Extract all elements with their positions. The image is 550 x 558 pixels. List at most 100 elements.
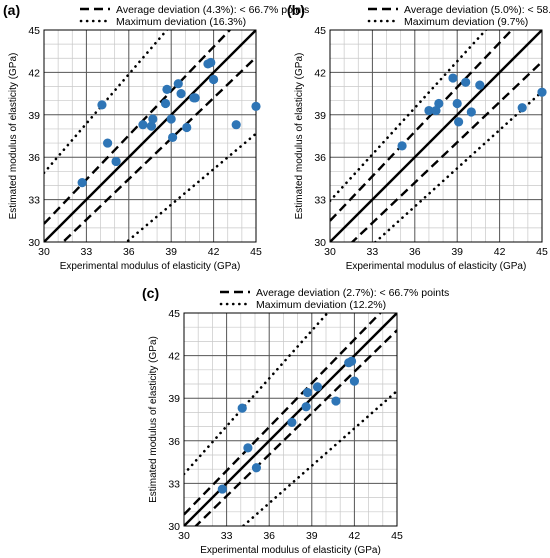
data-point xyxy=(466,107,476,117)
reference-lines xyxy=(184,313,397,526)
data-point xyxy=(111,156,121,167)
plot-frame xyxy=(329,29,543,243)
x-axis-label: Experimental modulus of elasticity (GPa) xyxy=(346,261,527,272)
reference-lines xyxy=(330,30,542,242)
data-point xyxy=(461,77,471,87)
data-point xyxy=(206,57,216,68)
identity-line xyxy=(44,30,256,242)
x-tick-label: 30 xyxy=(38,246,50,258)
data-point xyxy=(209,74,219,85)
legend-entry-maximum: Maximum deviation (9.7%) xyxy=(404,16,528,28)
x-tick-label: 45 xyxy=(250,246,262,258)
maximum-deviation-lower-line xyxy=(241,389,397,526)
data-point xyxy=(176,89,186,99)
y-axis-label: Estimated modulus of elasticity (GPa) xyxy=(148,336,159,503)
legend-entry-maximum: Maximum deviation (12.2%) xyxy=(256,299,386,311)
y-tick-label: 45 xyxy=(168,308,180,320)
y-tick-label: 30 xyxy=(314,237,326,249)
data-point xyxy=(162,84,172,94)
legend: Average deviation (2.7%): < 66.7% points… xyxy=(219,287,449,311)
x-tick-label: 36 xyxy=(123,246,135,258)
y-tick-label: 36 xyxy=(314,152,326,164)
x-tick-label: 42 xyxy=(349,530,361,542)
y-tick-label: 45 xyxy=(314,25,326,37)
data-point xyxy=(454,117,464,127)
legend-entry-average: Average deviation (2.7%): < 66.7% points xyxy=(256,287,449,299)
data-point xyxy=(397,141,407,151)
y-tick-label: 30 xyxy=(168,521,180,533)
y-tick-label: 42 xyxy=(314,67,326,79)
reference-lines xyxy=(44,30,256,242)
data-point xyxy=(166,114,176,124)
y-tick-label: 39 xyxy=(168,393,180,405)
x-axis-label: Experimental modulus of elasticity (GPa) xyxy=(60,261,241,272)
data-point xyxy=(182,122,192,133)
data-point xyxy=(251,101,261,111)
panel-label: (c) xyxy=(142,285,159,301)
legend: Average deviation (5.0%): < 58.3% points… xyxy=(367,4,550,28)
legend-entry-average: Average deviation (5.0%): < 58.3% points xyxy=(404,4,550,16)
average-deviation-lower-line xyxy=(61,56,256,242)
data-point xyxy=(97,100,107,110)
data-point xyxy=(148,114,158,124)
y-tick-label: 45 xyxy=(28,25,40,37)
x-tick-label: 42 xyxy=(208,246,220,258)
x-tick-label: 30 xyxy=(178,530,190,542)
panel-label: (b) xyxy=(287,2,305,18)
data-point xyxy=(475,80,485,90)
average-deviation-lower-line xyxy=(194,329,397,526)
x-tick-label: 39 xyxy=(165,246,177,258)
y-tick-label: 39 xyxy=(314,110,326,122)
data-point xyxy=(331,396,341,406)
data-point xyxy=(424,105,434,116)
maximum-deviation-lower-line xyxy=(373,90,542,242)
data-point xyxy=(217,484,227,494)
x-tick-label: 39 xyxy=(451,246,463,258)
y-tick-label: 42 xyxy=(168,351,180,363)
maximum-deviation-upper-line xyxy=(330,30,488,203)
y-tick-label: 33 xyxy=(28,195,40,207)
x-tick-label: 45 xyxy=(391,530,403,542)
x-tick-label: 33 xyxy=(367,246,379,258)
plot-frame xyxy=(183,312,398,527)
average-deviation-upper-line xyxy=(330,30,514,222)
x-tick-label: 39 xyxy=(306,530,318,542)
legend-entry-average: Average deviation (4.3%): < 66.7% points xyxy=(116,4,309,16)
data-point xyxy=(448,73,458,83)
y-tick-label: 36 xyxy=(168,436,180,448)
data-point xyxy=(517,103,527,113)
x-axis-label: Experimental modulus of elasticity (GPa) xyxy=(200,545,381,556)
data-point xyxy=(452,98,462,109)
y-tick-label: 36 xyxy=(28,152,40,164)
x-tick-label: 42 xyxy=(494,246,506,258)
average-deviation-upper-line xyxy=(184,313,382,516)
average-deviation-lower-line xyxy=(350,60,542,242)
y-axis-label: Estimated modulus of elasticity (GPa) xyxy=(294,53,305,220)
data-point xyxy=(168,132,178,143)
data-point xyxy=(537,87,547,97)
data-point xyxy=(237,403,247,413)
data-point xyxy=(173,79,183,89)
data-point xyxy=(287,417,297,427)
data-point xyxy=(434,98,444,109)
x-tick-label: 36 xyxy=(409,246,421,258)
average-deviation-upper-line xyxy=(44,30,232,225)
x-tick-label: 33 xyxy=(221,530,233,542)
data-point xyxy=(231,120,241,130)
data-point xyxy=(190,93,200,103)
y-tick-label: 42 xyxy=(28,67,40,79)
legend: Average deviation (4.3%): < 66.7% points… xyxy=(79,4,309,28)
data-point xyxy=(251,463,262,473)
data-point xyxy=(312,382,323,392)
data-point xyxy=(103,138,113,148)
data-point xyxy=(301,402,311,412)
x-tick-label: 33 xyxy=(81,246,93,258)
legend-entry-maximum: Maximum deviation (16.3%) xyxy=(116,16,246,28)
data-point xyxy=(349,376,359,386)
x-tick-label: 45 xyxy=(536,246,548,258)
x-tick-label: 30 xyxy=(324,246,336,258)
y-tick-label: 30 xyxy=(28,237,40,249)
